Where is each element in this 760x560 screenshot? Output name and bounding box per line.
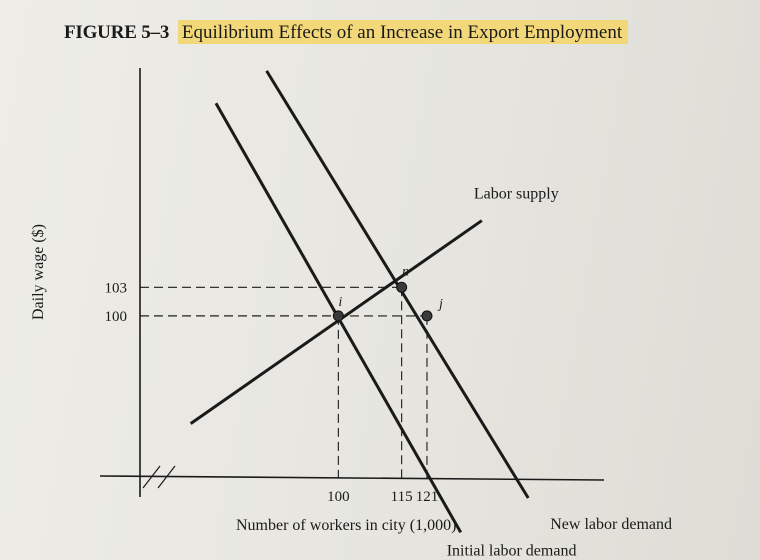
point-label-n: n: [402, 264, 409, 279]
x-axis-label: Number of workers in city (1,000): [236, 517, 457, 534]
point-j: [421, 310, 433, 322]
x-tick-label: 100: [327, 489, 350, 505]
guide-lines: [140, 286, 428, 478]
axes: [99, 68, 605, 497]
x-tick-label: 115: [391, 489, 413, 505]
point-n: [396, 281, 408, 293]
x-tick-label: 121: [416, 489, 439, 505]
figure-header: FIGURE 5–3 Equilibrium Effects of an Inc…: [64, 20, 629, 44]
y-tick-label: 103: [105, 280, 128, 296]
axis-break-mark: [157, 465, 176, 489]
point-label-j: j: [437, 297, 443, 312]
curve-labels: Labor supply Initial labor demand New labo…: [447, 186, 672, 560]
initial-labor-demand-label: Initial labor demand: [447, 542, 577, 559]
equilibrium-points: i n j: [332, 264, 443, 322]
point-label-i: i: [338, 295, 342, 310]
figure-title: Equilibrium Effects of an Increase in Ex…: [177, 20, 629, 44]
x-axis: [99, 475, 605, 481]
new-labor-demand-label: New labor demand: [550, 516, 672, 533]
curve-lines: [189, 70, 530, 534]
axis-break-mark: [142, 465, 161, 489]
y-tick-label: 100: [105, 309, 128, 325]
point-i: [332, 310, 344, 322]
tick-labels: 100 103 100 115 121: [105, 280, 439, 505]
y-axis-label: Daily wage ($): [30, 224, 47, 320]
labor-supply-line: [189, 219, 483, 425]
figure-label: FIGURE 5–3: [64, 22, 170, 43]
labor-supply-label: Labor supply: [474, 186, 559, 203]
